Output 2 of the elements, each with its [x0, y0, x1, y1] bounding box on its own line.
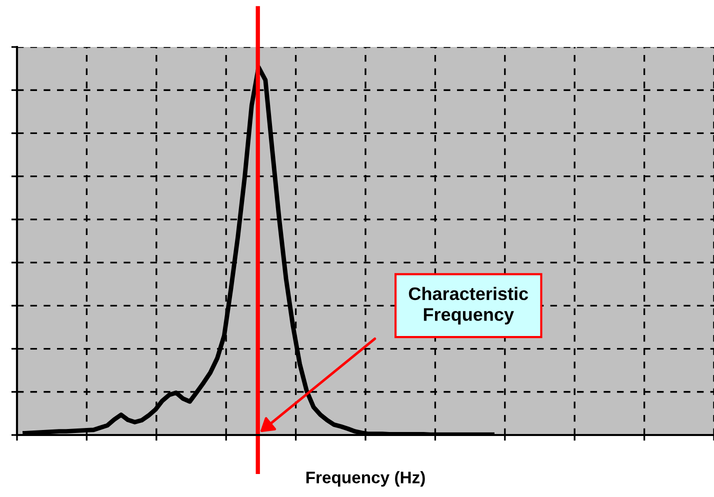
x-axis-title: Frequency (Hz) — [306, 471, 425, 487]
annotation: Characteristic Frequency — [408, 286, 528, 324]
